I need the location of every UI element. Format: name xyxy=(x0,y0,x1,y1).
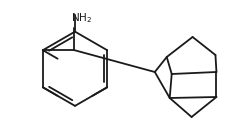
Text: NH$_2$: NH$_2$ xyxy=(71,12,92,25)
